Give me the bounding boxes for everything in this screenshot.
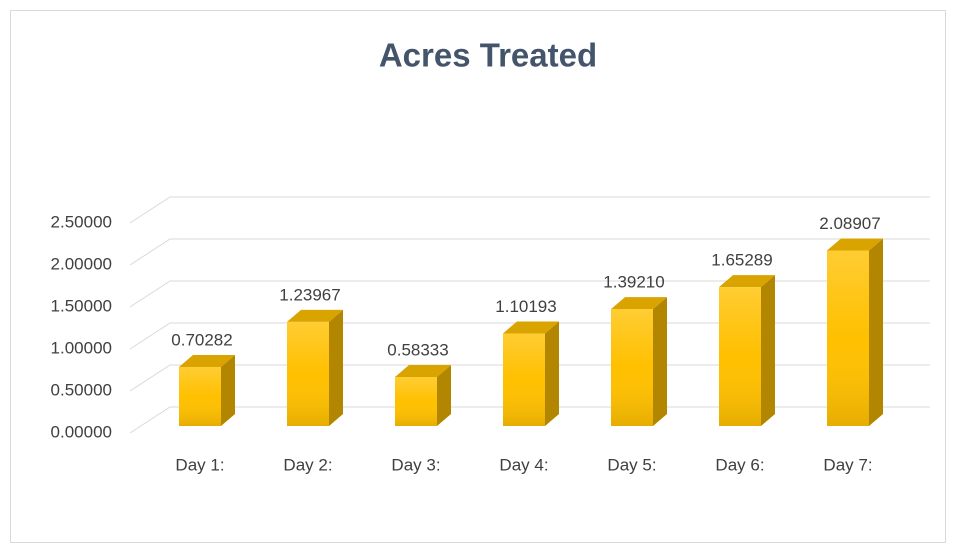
bar-side (545, 321, 559, 426)
x-tick-label: Day 5: (607, 455, 656, 474)
y-tick-label: 2.50000 (51, 212, 112, 231)
bar-side-shade (869, 238, 883, 426)
bar-shine (395, 377, 437, 426)
bar-side (437, 365, 451, 426)
bar-side (869, 238, 883, 426)
y-tick-label: 0.00000 (51, 422, 112, 441)
bar-top-shade (179, 354, 235, 367)
data-label: 0.58333 (387, 340, 448, 359)
bar-shine (827, 250, 869, 426)
grid-line (129, 364, 930, 392)
y-tick-label: 1.00000 (51, 338, 112, 357)
bar-shine (179, 366, 221, 426)
bar-side (221, 354, 235, 426)
grid-line (129, 238, 930, 266)
bar-top-shade (611, 297, 667, 310)
bar-side (761, 275, 775, 426)
bar-top (179, 354, 235, 367)
data-label: 1.10193 (495, 297, 556, 316)
y-tick-label: 1.50000 (51, 296, 112, 315)
data-label: 1.65289 (711, 251, 772, 270)
x-tick-label: Day 6: (715, 455, 764, 474)
y-tick-label: 0.50000 (51, 380, 112, 399)
x-tick-label: Day 1: (175, 455, 224, 474)
bar-top (719, 275, 775, 288)
grid-line (129, 196, 930, 224)
x-tick-label: Day 3: (391, 455, 440, 474)
bar-side-shade (761, 275, 775, 426)
bar-shine (719, 287, 761, 426)
data-label: 1.23967 (279, 285, 340, 304)
bar-shine (611, 309, 653, 426)
y-tick-label: 2.00000 (51, 254, 112, 273)
bar-top (611, 297, 667, 310)
data-label: 2.08907 (819, 214, 880, 233)
bar-side-shade (653, 297, 667, 426)
bar-top-shade (503, 321, 559, 334)
bar-side-shade (437, 365, 451, 426)
bar-top (395, 365, 451, 378)
x-tick-label: Day 7: (823, 455, 872, 474)
grid-line (129, 406, 930, 434)
data-label: 0.70282 (171, 330, 232, 349)
bar-top-shade (395, 365, 451, 378)
bar-side-shade (221, 354, 235, 426)
bar-top (287, 309, 343, 322)
grid-line (129, 280, 930, 308)
x-tick-label: Day 2: (283, 455, 332, 474)
chart-title: Acres Treated (379, 37, 597, 74)
bar-top (503, 321, 559, 334)
bar-top-shade (827, 238, 883, 251)
bar-top (827, 238, 883, 251)
bar-top-shade (287, 309, 343, 322)
bar-top-shade (719, 275, 775, 288)
bar-side (653, 297, 667, 426)
bar-side-shade (545, 321, 559, 426)
data-label: 1.39210 (603, 273, 664, 292)
bar-side-shade (329, 309, 343, 426)
grid-line (129, 322, 930, 350)
chart-border (10, 10, 946, 543)
bar-shine (503, 333, 545, 426)
bar-side (329, 309, 343, 426)
x-tick-label: Day 4: (499, 455, 548, 474)
bar-shine (287, 321, 329, 426)
